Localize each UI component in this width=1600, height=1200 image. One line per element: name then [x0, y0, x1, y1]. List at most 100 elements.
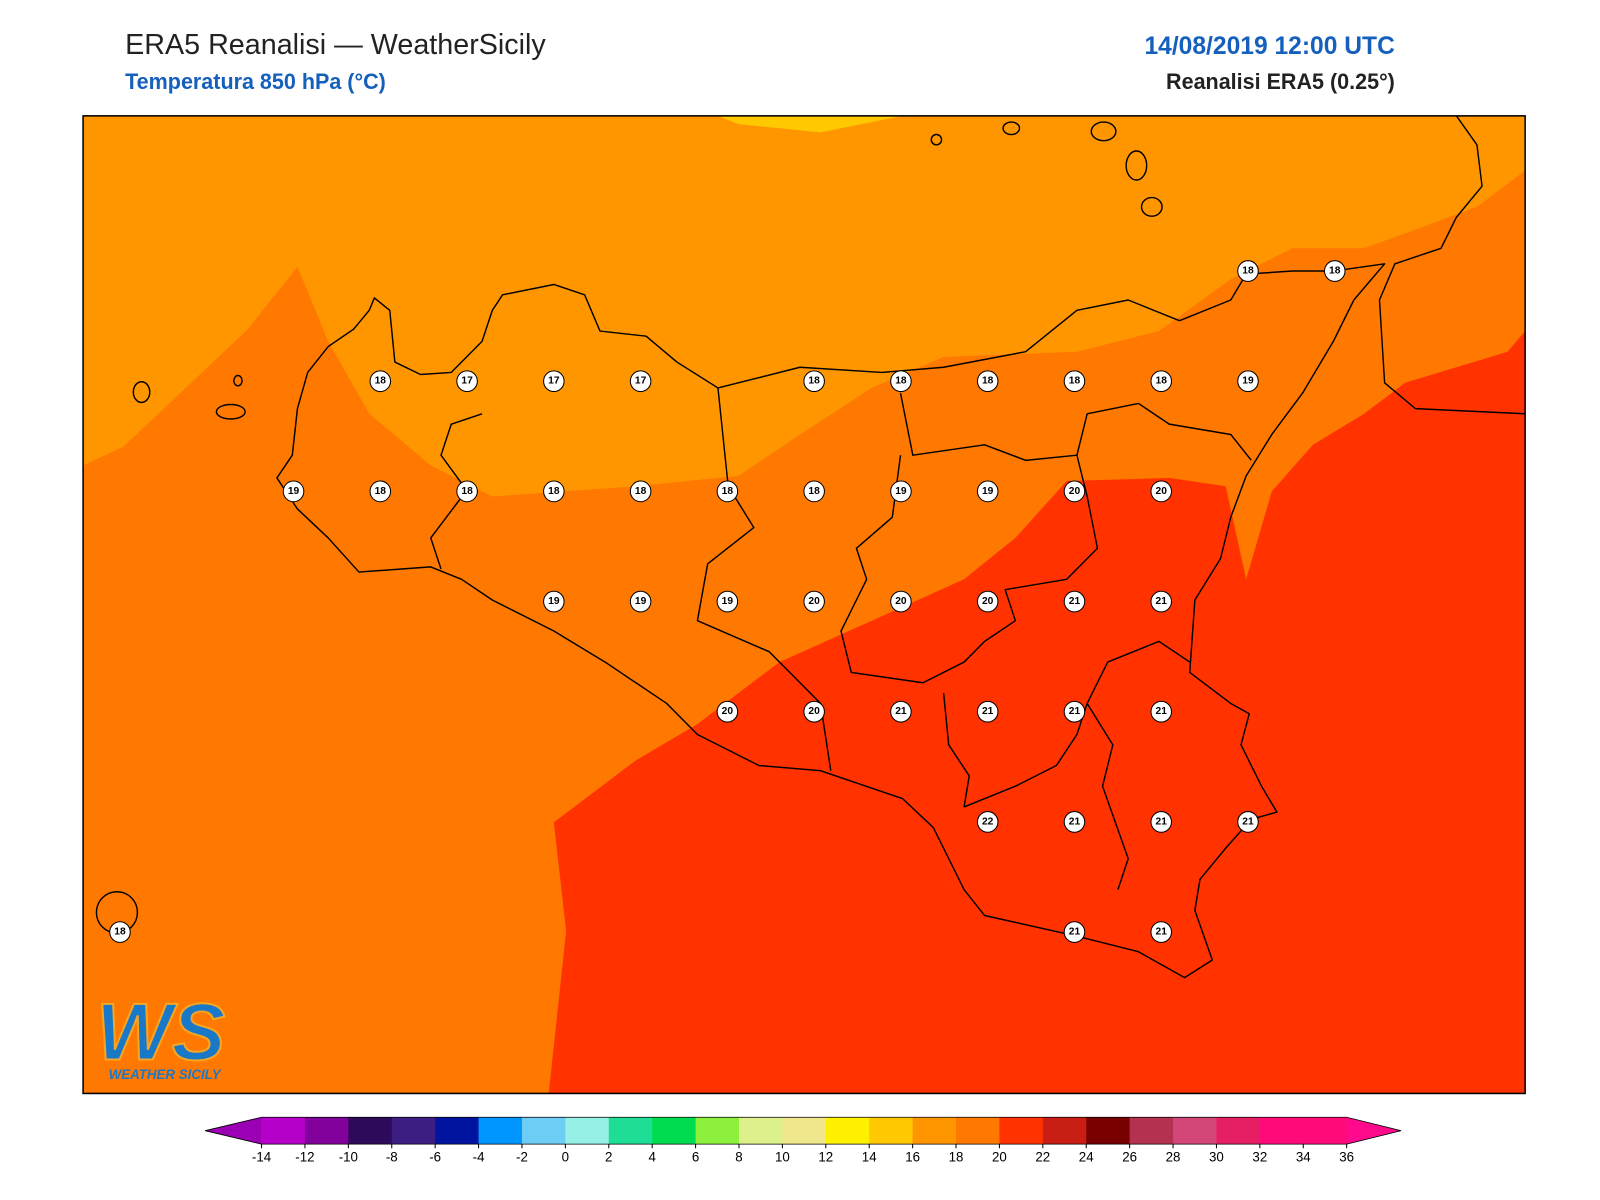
station-value: 18 [114, 927, 126, 938]
station-value: 20 [722, 706, 734, 717]
station: 18 [803, 480, 825, 503]
station-value: 18 [895, 376, 907, 387]
datetime: 14/08/2019 12:00 UTC [1144, 33, 1395, 60]
station-value: 18 [1329, 266, 1341, 277]
station: 18 [1237, 260, 1259, 282]
station-dot [543, 480, 565, 503]
station: 18 [803, 370, 825, 393]
colorbar-tick-label: -14 [252, 1150, 272, 1165]
station: 20 [890, 590, 912, 613]
station-dot [890, 700, 912, 723]
colorbar-tick-label: 26 [1122, 1150, 1137, 1165]
station-value: 18 [722, 486, 734, 497]
station: 21 [1150, 700, 1172, 723]
station: 19 [890, 480, 912, 503]
station-dot [1063, 811, 1086, 833]
colorbar-tick-label: 20 [992, 1150, 1007, 1165]
station-dot [1063, 480, 1086, 503]
station-dot [369, 370, 392, 393]
province-borders [430, 387, 1252, 890]
colorbar-bin [652, 1117, 697, 1145]
station: 20 [803, 590, 825, 613]
colorbar-bin [1303, 1117, 1348, 1145]
colorbar-bin [1259, 1117, 1304, 1145]
fill-20-22 [548, 331, 1526, 1094]
colorbar-tick-label: -10 [339, 1150, 358, 1165]
station: 20 [716, 700, 739, 723]
colorbar-bin [1173, 1117, 1217, 1145]
colorbar-bin [261, 1117, 306, 1145]
station-dot [803, 590, 825, 613]
station: 19 [629, 590, 652, 613]
colorbar-bin [1216, 1117, 1261, 1145]
station-dot [1237, 370, 1259, 393]
station: 18 [1150, 370, 1172, 393]
station-value: 17 [635, 376, 647, 387]
colorbar-tick-label: 30 [1209, 1150, 1224, 1165]
colorbar-bin [695, 1117, 740, 1145]
station-value: 18 [375, 486, 387, 497]
logo-name: WEATHER SICILY [109, 1067, 222, 1082]
station: 19 [976, 480, 999, 503]
islands [95, 121, 1163, 934]
station-dot [890, 370, 912, 393]
station-dot [543, 370, 565, 393]
station-value: 20 [808, 596, 820, 607]
station: 17 [629, 370, 652, 393]
station-value: 21 [895, 706, 907, 717]
station-dot [1150, 921, 1172, 943]
station-value: 19 [548, 596, 560, 607]
station-value: 18 [375, 376, 387, 387]
station-dot [1150, 370, 1172, 393]
station-value: 19 [635, 596, 647, 607]
station-value: 22 [982, 816, 994, 827]
station-dot [716, 590, 739, 613]
station-dot [716, 700, 739, 723]
colorbar-bin [1042, 1117, 1087, 1145]
station-dot [1150, 811, 1172, 833]
station-value: 18 [1156, 376, 1168, 387]
subtitle: Temperatura 850 hPa (°C) [125, 69, 386, 94]
station: 18 [456, 480, 478, 503]
station: 21 [1063, 590, 1086, 613]
station-dot [976, 480, 999, 503]
station: 21 [1063, 811, 1086, 833]
station-value: 19 [895, 486, 907, 497]
station: 22 [976, 811, 999, 833]
station: 18 [369, 370, 392, 393]
station-dot [803, 480, 825, 503]
colorbar-tick-label: 36 [1339, 1150, 1354, 1165]
station-value: 18 [548, 486, 560, 497]
station-value: 19 [722, 596, 734, 607]
station-dot [890, 480, 912, 503]
station-dot [803, 370, 825, 393]
colorbar: -14 -12 -10 -8 -6 -4 -2 0 2 4 6 8 10 12 14 16 18 20 22 24 26… [205, 1116, 1402, 1165]
station: 18 [543, 480, 565, 503]
station: 19 [1237, 370, 1259, 393]
logo: WS WEATHER SICILY [95, 986, 226, 1082]
colorbar-bin [304, 1117, 349, 1145]
colorbar-bin [912, 1117, 957, 1145]
station-dot [282, 480, 305, 503]
station-value: 17 [461, 376, 473, 387]
colorbar-tick-label: 24 [1079, 1150, 1094, 1165]
station-value: 20 [895, 596, 907, 607]
coastline-calabria [1378, 115, 1526, 415]
fill-14-16 [717, 115, 903, 133]
station: 17 [543, 370, 565, 393]
station-value: 19 [288, 486, 300, 497]
colorbar-tick-label: 2 [605, 1150, 612, 1165]
station: 18 [1063, 370, 1086, 393]
station-dot [543, 590, 565, 613]
station-dot [629, 480, 652, 503]
station: 18 [1324, 260, 1346, 282]
colorbar-bin [999, 1117, 1044, 1145]
station-value: 20 [1069, 486, 1081, 497]
colorbar-tick-label: 14 [862, 1150, 877, 1165]
station: 21 [1150, 590, 1172, 613]
colorbar-tick-label: 16 [905, 1150, 920, 1165]
station-dot [456, 480, 478, 503]
colorbar-bin [608, 1117, 653, 1145]
colorbar-tick-label: 22 [1035, 1150, 1050, 1165]
